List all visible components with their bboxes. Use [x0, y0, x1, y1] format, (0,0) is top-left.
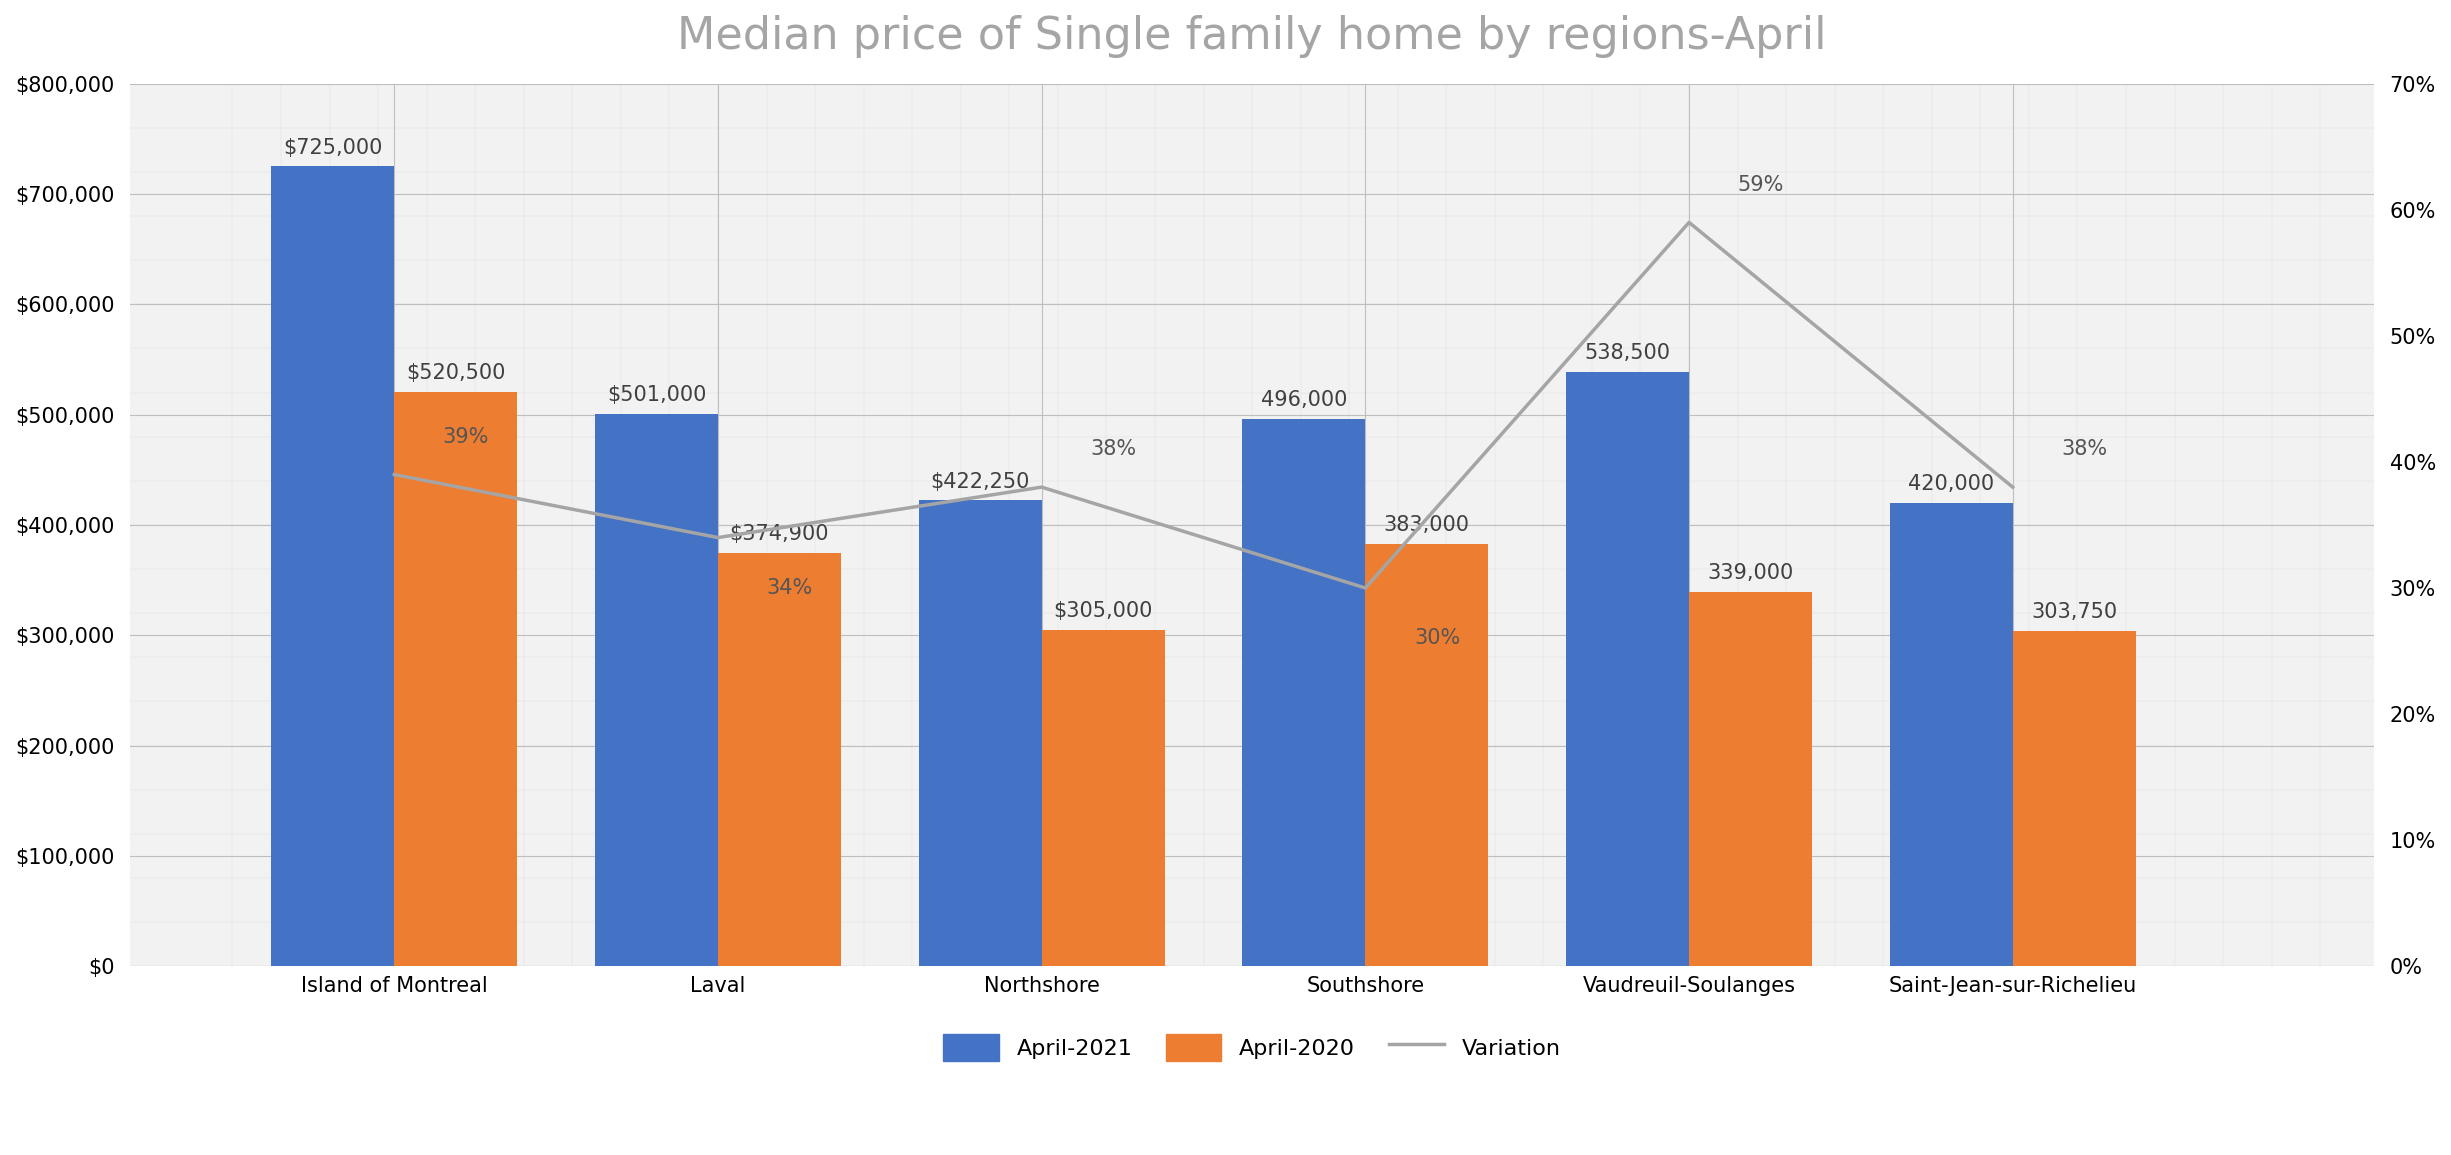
Text: 538,500: 538,500 — [1583, 343, 1672, 364]
Text: $422,250: $422,250 — [931, 471, 1029, 492]
Text: 59%: 59% — [1738, 174, 1784, 194]
Bar — [596, 413, 718, 967]
Bar — [1365, 544, 1488, 967]
Text: $305,000: $305,000 — [1054, 601, 1152, 621]
Bar — [272, 166, 395, 967]
Text: 34%: 34% — [767, 578, 814, 598]
Bar — [1566, 372, 1689, 967]
Bar — [1243, 419, 1365, 967]
Text: 39%: 39% — [444, 426, 490, 447]
Text: $725,000: $725,000 — [284, 137, 382, 157]
Text: $520,500: $520,500 — [407, 363, 505, 383]
Bar — [1890, 502, 2012, 967]
Title: Median price of Single family home by regions-April: Median price of Single family home by re… — [676, 15, 1826, 58]
Variation — [1674, 216, 1703, 230]
Bar — [919, 500, 1042, 967]
Bar — [1689, 593, 1811, 967]
Bar — [1042, 629, 1164, 967]
Text: 383,000: 383,000 — [1385, 515, 1471, 535]
Text: 30%: 30% — [1414, 628, 1461, 648]
Variation — [380, 468, 409, 482]
Bar — [2012, 631, 2135, 967]
Text: $501,000: $501,000 — [608, 385, 706, 404]
Variation — [1998, 480, 2027, 494]
Text: $374,900: $374,900 — [730, 524, 828, 544]
Text: 38%: 38% — [2061, 439, 2108, 460]
Bar — [395, 392, 517, 967]
Variation — [1351, 581, 1380, 595]
Text: 303,750: 303,750 — [2032, 602, 2118, 623]
Legend: April-2021, April-2020, Variation: April-2021, April-2020, Variation — [934, 1024, 1569, 1070]
Text: 496,000: 496,000 — [1260, 390, 1348, 410]
Text: 339,000: 339,000 — [1708, 564, 1794, 583]
Bar — [718, 552, 841, 967]
Text: 38%: 38% — [1091, 439, 1137, 460]
Text: 420,000: 420,000 — [1909, 474, 1995, 494]
Variation — [703, 530, 733, 544]
Variation — [1027, 480, 1056, 494]
Line: Variation: Variation — [395, 223, 2012, 588]
